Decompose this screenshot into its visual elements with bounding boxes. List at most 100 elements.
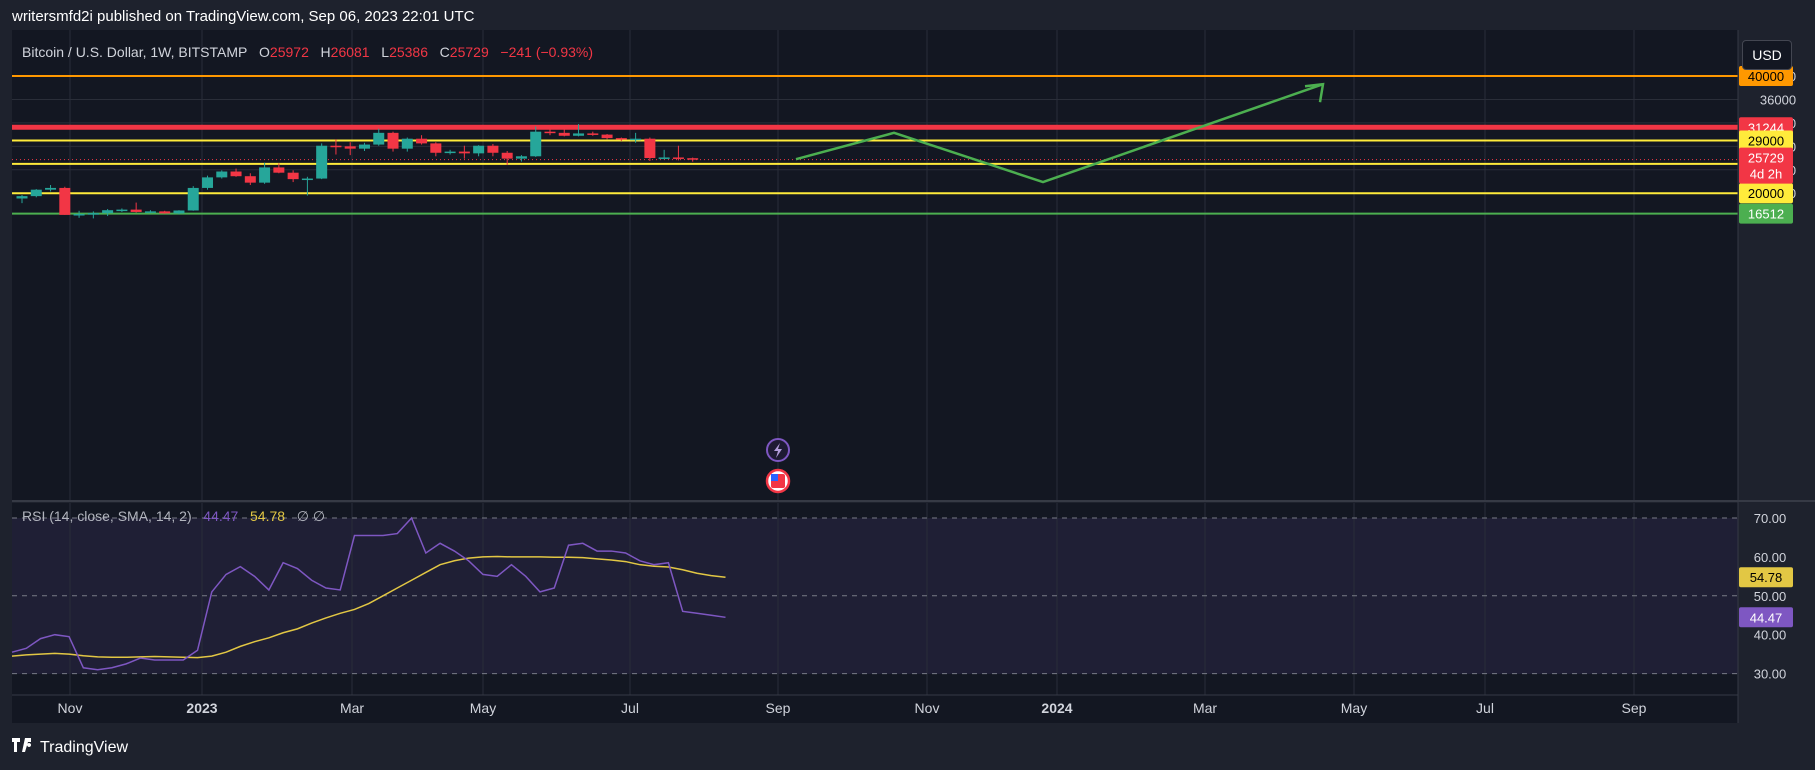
currency-button[interactable]: USD xyxy=(1742,40,1792,70)
rsi-tick-label: 30.00 xyxy=(1754,667,1787,682)
rsi-tick-label: 60.00 xyxy=(1754,550,1787,565)
rsi-extra: ∅ ∅ xyxy=(296,508,326,524)
x-tick-label: Mar xyxy=(1193,700,1217,716)
candle-body xyxy=(601,134,613,139)
lightning-glyph xyxy=(774,443,782,458)
candle-body xyxy=(487,145,499,153)
candle-body xyxy=(658,157,670,159)
candle-body xyxy=(530,131,542,157)
x-tick-label: Jul xyxy=(1476,700,1494,716)
candle-body xyxy=(515,156,527,159)
open-label: O xyxy=(259,44,270,60)
candle-body xyxy=(473,145,485,154)
candle-body xyxy=(416,138,428,144)
candle-body xyxy=(501,152,513,159)
candle-body xyxy=(287,172,299,180)
candle-body xyxy=(587,133,599,135)
rsi-badge xyxy=(1739,607,1793,628)
flag-canton xyxy=(771,474,778,481)
event-markers[interactable] xyxy=(765,438,791,494)
candle-body xyxy=(116,209,128,212)
x-tick-label: Sep xyxy=(766,700,791,716)
candle-body xyxy=(173,210,185,214)
level-badge-label: 40000 xyxy=(1748,69,1784,84)
rsi-badge xyxy=(1739,567,1793,588)
price-badges: 400003124429000250002000016512257294d 2h… xyxy=(1739,66,1793,628)
change-value: −241 (−0.93%) xyxy=(500,44,594,60)
candle-body xyxy=(430,143,442,153)
candle-body xyxy=(644,138,656,159)
level-badge xyxy=(1739,203,1793,224)
candle-body xyxy=(187,187,199,211)
candle-body xyxy=(159,211,171,214)
countdown-label: 4d 2h xyxy=(1750,167,1783,182)
candlesticks xyxy=(16,124,699,219)
candle-body xyxy=(630,138,642,141)
x-tick-label: 2024 xyxy=(1041,700,1072,716)
candle-body xyxy=(687,158,699,160)
horizontal-levels[interactable] xyxy=(12,75,1738,215)
x-tick-label: Jul xyxy=(621,700,639,716)
candle-body xyxy=(144,211,156,213)
candle-body xyxy=(615,138,627,140)
candle-body xyxy=(358,144,370,149)
candle-body xyxy=(672,157,684,159)
candle-body xyxy=(202,177,214,188)
rsi-tick-label: 50.00 xyxy=(1754,589,1787,604)
level-badge-label: 20000 xyxy=(1748,186,1784,201)
rsi-line xyxy=(11,516,726,671)
candle-body xyxy=(259,167,271,183)
candle-body xyxy=(544,131,556,134)
projection-arrowhead xyxy=(1304,82,1325,103)
symbol-name: Bitcoin / U.S. Dollar, 1W, BITSTAMP xyxy=(22,44,248,60)
x-tick-label: May xyxy=(1341,700,1367,716)
rsi-legend[interactable]: RSI (14, close, SMA, 14, 2) 44.47 54.78 … xyxy=(22,508,325,525)
close-label: C xyxy=(439,44,450,60)
candle-body xyxy=(45,187,57,190)
candle-body xyxy=(458,151,470,154)
candle-body xyxy=(230,171,242,177)
level-badge-label: 16512 xyxy=(1748,207,1784,222)
candle-body xyxy=(316,145,328,179)
candle-body xyxy=(273,167,285,173)
candle-body xyxy=(387,132,399,149)
candle-body xyxy=(401,138,413,149)
low-value: 25386 xyxy=(389,44,428,60)
last-price-label: 25729 xyxy=(1748,151,1784,166)
level-badge-label: 29000 xyxy=(1748,133,1784,148)
candle-body xyxy=(102,210,114,214)
projection-arrow[interactable] xyxy=(795,82,1325,184)
x-tick-label: 2023 xyxy=(186,700,217,716)
rsi-pane[interactable] xyxy=(12,503,1738,723)
high-label: H xyxy=(320,44,331,60)
rsi-tick-label: 70.00 xyxy=(1754,511,1787,526)
last-price-badge xyxy=(1739,147,1793,184)
x-tick-label: Nov xyxy=(915,700,940,716)
level-badge xyxy=(1739,130,1793,151)
level-badge xyxy=(1739,183,1793,204)
candle-body xyxy=(16,196,28,199)
high-value: 26081 xyxy=(330,44,370,60)
x-tick-label: May xyxy=(470,700,496,716)
rsi-value: 44.47 xyxy=(203,508,239,524)
rsi-tick-label: 40.00 xyxy=(1754,628,1787,643)
candle-body xyxy=(373,132,385,145)
candle-body xyxy=(344,146,356,149)
rsi-title: RSI (14, close, SMA, 14, 2) xyxy=(22,508,192,524)
rsi-badge-label: 44.47 xyxy=(1750,610,1783,625)
candle-body xyxy=(444,151,456,154)
candle-body xyxy=(330,145,342,148)
rsi-sma-value: 54.78 xyxy=(250,508,286,524)
x-tick-label: Mar xyxy=(340,700,364,716)
close-value: 25729 xyxy=(449,44,489,60)
candle-body xyxy=(130,209,142,212)
level-badge xyxy=(1739,66,1793,86)
symbol-legend[interactable]: Bitcoin / U.S. Dollar, 1W, BITSTAMP O259… xyxy=(22,44,593,60)
candle-body xyxy=(216,171,228,178)
candle-body xyxy=(59,187,71,215)
rsi-indicator xyxy=(11,516,1738,675)
price-pane[interactable] xyxy=(12,30,1738,500)
y-tick-label: 36000 xyxy=(1760,92,1796,107)
candle-body xyxy=(73,214,85,216)
